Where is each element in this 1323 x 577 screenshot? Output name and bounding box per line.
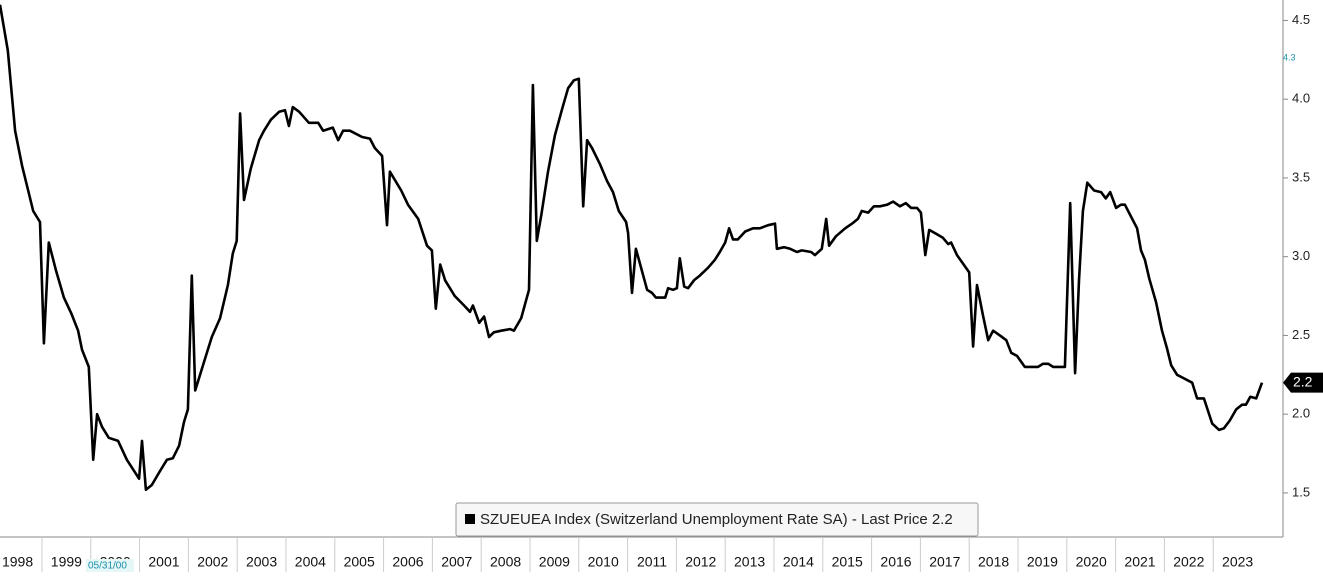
last-price-label: 2.2 — [1293, 373, 1313, 389]
y-tick-label: 2.5 — [1292, 327, 1310, 342]
legend-label: SZUEUEA Index (Switzerland Unemployment … — [480, 511, 953, 528]
y-tick-label: 3.0 — [1292, 248, 1310, 263]
y-tick-label: 4.0 — [1292, 91, 1310, 106]
x-tick-label: 2012 — [685, 554, 716, 570]
x-tick-label: 2006 — [392, 554, 423, 570]
y-tick-label: 4.5 — [1292, 12, 1310, 27]
x-tick-label: 2014 — [783, 554, 814, 570]
date-label: 05/31/00 — [88, 561, 127, 572]
x-tick-label: 2009 — [539, 554, 570, 570]
x-tick-label: 2021 — [1124, 554, 1155, 570]
x-tick-label: 2002 — [197, 554, 228, 570]
last-price-tag — [1283, 372, 1323, 393]
x-tick-label: 2018 — [978, 554, 1009, 570]
data-line — [0, 4, 1264, 492]
x-tick-label: 2022 — [1173, 554, 1204, 570]
legend-swatch — [465, 514, 475, 524]
x-tick-label: 2003 — [246, 554, 277, 570]
x-tick-label: 2015 — [832, 554, 863, 570]
x-tick-label: 2010 — [588, 554, 619, 570]
x-tick-label: 2004 — [295, 554, 326, 570]
x-tick-label: 2008 — [490, 554, 521, 570]
high-label: 4.3 — [1283, 53, 1296, 63]
y-tick-label: 3.5 — [1292, 169, 1310, 184]
x-tick-label: 2007 — [441, 554, 472, 570]
x-tick-label: 1999 — [51, 554, 82, 570]
x-tick-label: 1998 — [2, 554, 33, 570]
x-tick-label: 2020 — [1076, 554, 1107, 570]
x-tick-label: 2019 — [1027, 554, 1058, 570]
y-tick-label: 2.0 — [1292, 406, 1310, 421]
legend-box — [455, 502, 979, 537]
date-label-bg — [86, 559, 134, 572]
x-tick-label: 2016 — [880, 554, 911, 570]
x-tick-label: 2013 — [734, 554, 765, 570]
x-tick-label: 2011 — [637, 554, 667, 570]
x-tick-label: 2005 — [344, 554, 375, 570]
x-tick-label: 2017 — [929, 554, 960, 570]
x-tick-label: 2001 — [148, 554, 179, 570]
x-tick-label: 2023 — [1222, 554, 1253, 570]
y-tick-label: 1.5 — [1292, 484, 1310, 499]
